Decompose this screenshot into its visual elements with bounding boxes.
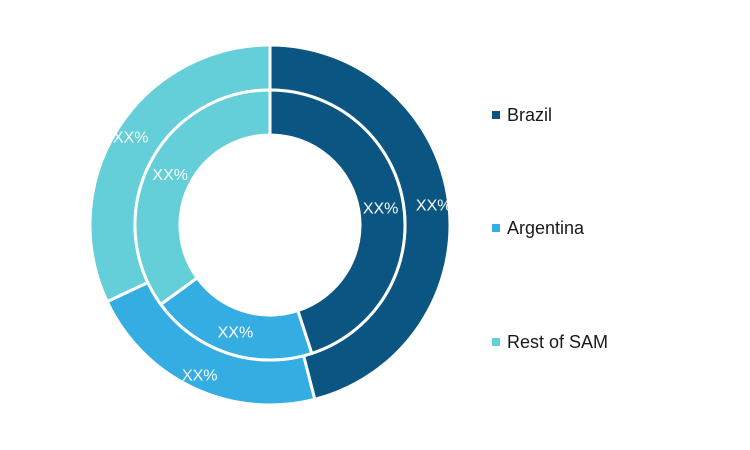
legend-swatch-brazil: [492, 111, 500, 119]
inner-data-label-argentina: XX%: [218, 325, 254, 342]
outer-data-label-brazil: XX%: [416, 197, 452, 214]
legend-label-brazil: Brazil: [507, 105, 552, 125]
inner-data-label-brazil: XX%: [363, 200, 399, 217]
inner-slice-rest-of-sam[interactable]: [133, 88, 272, 307]
legend-swatch-argentina: [492, 224, 500, 232]
legend: Brazil Argentina Rest of SAM: [492, 105, 608, 352]
legend-swatch-rest-of-sam: [492, 338, 500, 346]
outer-ring-labels: XX% XX% XX%: [113, 130, 452, 385]
outer-data-label-rest-of-sam: XX%: [113, 130, 149, 147]
inner-data-label-rest-of-sam: XX%: [152, 167, 188, 184]
inner-ring: [133, 88, 407, 362]
legend-item-rest-of-sam[interactable]: Rest of SAM: [492, 332, 608, 352]
legend-label-rest-of-sam: Rest of SAM: [507, 332, 608, 352]
inner-slice-brazil[interactable]: [268, 88, 407, 356]
legend-item-argentina[interactable]: Argentina: [492, 218, 585, 238]
inner-ring-labels: XX% XX% XX%: [152, 167, 398, 341]
legend-label-argentina: Argentina: [507, 218, 585, 238]
outer-data-label-argentina: XX%: [182, 367, 218, 384]
legend-item-brazil[interactable]: Brazil: [492, 105, 552, 125]
